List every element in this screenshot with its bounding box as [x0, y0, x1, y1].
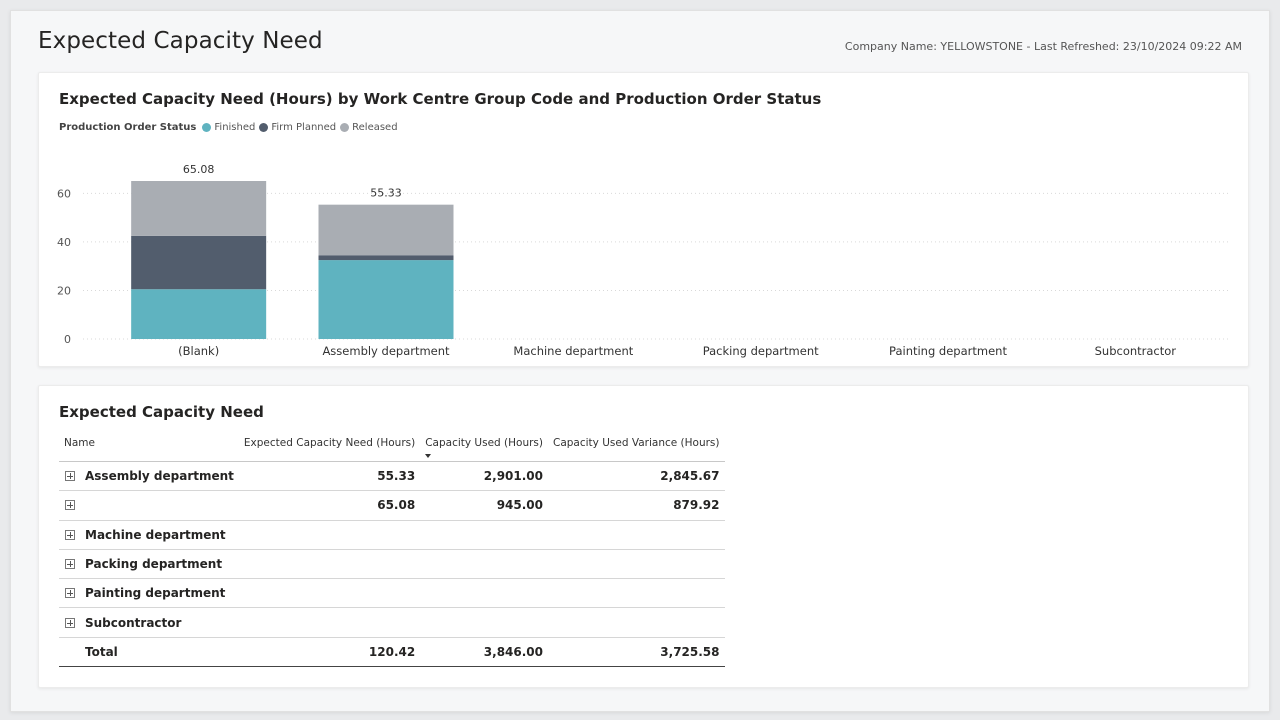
row-capacity-used	[420, 607, 548, 638]
row-name-cell: Machine department	[59, 520, 239, 550]
bar-segment	[318, 260, 454, 339]
x-tick-label: Machine department	[513, 344, 633, 358]
column-header-variance[interactable]: Capacity Used Variance (Hours)	[548, 431, 725, 462]
matrix-visual[interactable]: Expected Capacity Need Name Expected Cap…	[38, 385, 1249, 688]
legend-label-firm-planned: Firm Planned	[271, 122, 337, 133]
matrix-header-row: Name Expected Capacity Need (Hours) Capa…	[59, 431, 725, 462]
matrix-title: Expected Capacity Need	[59, 403, 264, 421]
total-expected-need: 120.42	[238, 637, 421, 668]
sort-descending-icon	[425, 454, 432, 458]
x-tick-label: (Blank)	[178, 344, 219, 358]
total-capacity-used: 3,846.00	[420, 637, 548, 668]
bar-segment	[131, 181, 267, 236]
total-name-cell: Total	[59, 637, 239, 668]
column-header-expected-need[interactable]: Expected Capacity Need (Hours)	[238, 431, 421, 462]
row-expected-need	[238, 549, 421, 580]
page-title: Expected Capacity Need	[38, 28, 323, 54]
expand-icon[interactable]	[65, 617, 75, 628]
chart-legend: Production Order Status Finished Firm Pl…	[59, 122, 402, 133]
row-name-cell: Subcontractor	[59, 607, 239, 638]
row-expected-need	[238, 520, 421, 550]
legend-item-released[interactable]: Released	[340, 122, 398, 133]
expand-icon[interactable]	[65, 588, 75, 599]
row-name-cell: Packing department	[59, 549, 239, 580]
matrix-row: 65.08 945.00 879.92	[59, 490, 725, 521]
matrix-row: Packing department	[59, 549, 725, 580]
legend-title: Production Order Status	[59, 122, 197, 133]
y-tick-label: 40	[57, 236, 71, 249]
legend-item-firm-planned[interactable]: Firm Planned	[259, 122, 336, 133]
row-variance: 2,845.67	[548, 461, 725, 492]
row-name-cell: Assembly department	[59, 461, 239, 492]
bar-segment	[131, 235, 267, 290]
matrix-table: Name Expected Capacity Need (Hours) Capa…	[59, 431, 725, 668]
matrix-total-row: Total 120.42 3,846.00 3,725.58	[59, 637, 725, 668]
stacked-bar-chart: 0 20 40 60 65.08 (Blank) 55.33 Assembly departm…	[57, 163, 1229, 358]
legend-dot-finished	[202, 123, 212, 132]
row-variance: 879.92	[548, 490, 725, 521]
bar-segment	[131, 289, 267, 339]
y-tick-label: 20	[57, 284, 71, 297]
expand-icon[interactable]	[65, 559, 75, 570]
y-tick-label: 0	[64, 333, 71, 346]
legend-label-released: Released	[352, 122, 398, 133]
row-variance	[548, 520, 725, 550]
row-capacity-used	[420, 578, 548, 609]
legend-dot-released	[340, 123, 350, 132]
row-expected-need	[238, 578, 421, 609]
row-name: Subcontractor	[85, 615, 182, 630]
bar-segment	[318, 204, 454, 256]
chart-title: Expected Capacity Need (Hours) by Work C…	[59, 90, 822, 108]
y-tick-label: 60	[57, 187, 71, 200]
expand-icon[interactable]	[65, 529, 75, 540]
row-expected-need	[238, 607, 421, 638]
matrix-body: Assembly department 55.33 2,901.00 2,845…	[59, 461, 725, 668]
bar-total-label: 65.08	[183, 163, 215, 176]
row-name: Machine department	[85, 527, 226, 542]
row-expected-need: 55.33	[238, 461, 421, 492]
row-variance	[548, 578, 725, 609]
row-variance	[548, 549, 725, 580]
column-header-capacity-used-label: Capacity Used (Hours)	[425, 437, 543, 449]
row-variance	[548, 607, 725, 638]
matrix-row: Subcontractor	[59, 607, 725, 638]
expand-icon[interactable]	[65, 471, 75, 482]
bar-total-label: 55.33	[370, 187, 402, 200]
row-capacity-used: 945.00	[420, 490, 548, 521]
row-capacity-used	[420, 549, 548, 580]
matrix-row: Painting department	[59, 578, 725, 609]
total-label: Total	[85, 644, 118, 659]
column-header-name[interactable]: Name	[59, 431, 239, 462]
legend-dot-firm-planned	[259, 123, 269, 132]
column-header-capacity-used[interactable]: Capacity Used (Hours)	[420, 431, 548, 462]
row-capacity-used	[420, 520, 548, 550]
expand-icon[interactable]	[65, 500, 75, 511]
row-name-cell	[59, 490, 239, 521]
x-tick-label: Painting department	[889, 344, 1007, 358]
chart-visual[interactable]: Expected Capacity Need (Hours) by Work C…	[38, 72, 1249, 367]
row-name: Painting department	[85, 586, 226, 601]
total-variance: 3,725.58	[548, 637, 725, 668]
matrix-row: Machine department	[59, 520, 725, 550]
row-expected-need: 65.08	[238, 490, 421, 521]
bar-segment	[318, 255, 454, 261]
x-tick-label: Packing department	[703, 344, 819, 358]
row-name-cell: Painting department	[59, 578, 239, 609]
legend-item-finished[interactable]: Finished	[202, 122, 255, 133]
row-capacity-used: 2,901.00	[420, 461, 548, 492]
matrix-row: Assembly department 55.33 2,901.00 2,845…	[59, 461, 725, 492]
row-name: Assembly department	[85, 469, 234, 484]
refresh-info: Company Name: YELLOWSTONE - Last Refresh…	[844, 40, 1242, 53]
x-tick-label: Subcontractor	[1095, 344, 1177, 358]
legend-label-finished: Finished	[214, 122, 256, 133]
report-page: Expected Capacity Need Company Name: YEL…	[10, 10, 1270, 712]
x-tick-label: Assembly department	[322, 344, 450, 358]
row-name: Packing department	[85, 557, 223, 572]
